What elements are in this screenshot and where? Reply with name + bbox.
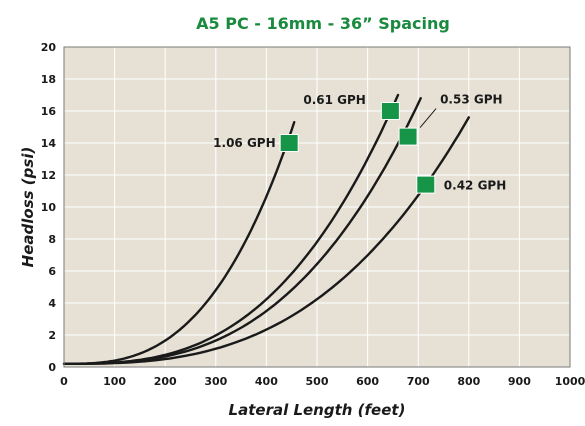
series-marker-2: [398, 127, 418, 146]
x-tick-label: 200: [154, 375, 177, 388]
series-marker-1: [380, 102, 400, 120]
x-axis-label: Lateral Length (feet): [229, 401, 406, 419]
x-tick-labels: 0 100 200 300 400 500 600 700 800 900 1000: [60, 375, 585, 388]
series-label-2: 0.53 GPH: [440, 93, 502, 107]
x-tick-label: 300: [204, 375, 227, 388]
x-tick-label: 700: [407, 375, 430, 388]
x-tick-label: 500: [306, 375, 329, 388]
x-tick-label: 900: [508, 375, 531, 388]
x-tick-label: 400: [255, 375, 278, 388]
series-label-0: 1.06 GPH: [213, 136, 275, 150]
y-tick-label: 4: [48, 297, 56, 310]
chart-title: A5 PC - 16mm - 36” Spacing: [196, 14, 450, 33]
x-tick-label: 600: [356, 375, 379, 388]
y-tick-label: 14: [41, 137, 57, 150]
y-tick-label: 8: [48, 233, 56, 246]
y-tick-labels: 0 2 4 6 8 10 12 14 16 18 20: [41, 41, 57, 374]
x-tick-label: 800: [457, 375, 480, 388]
y-tick-label: 12: [41, 169, 56, 182]
x-tick-label: 1000: [555, 375, 585, 388]
series-labels: 1.06 GPH 0.61 GPH 0.53 GPH 0.42 GPH: [213, 93, 506, 193]
x-tick-label: 100: [103, 375, 126, 388]
y-tick-label: 16: [41, 105, 57, 118]
y-tick-label: 18: [41, 73, 56, 86]
label-leader-line: [419, 108, 437, 128]
series-marker-0: [279, 134, 299, 152]
series-marker-3: [416, 175, 436, 194]
series-markers: [279, 102, 436, 194]
y-axis-label: Headloss (psi): [19, 147, 37, 268]
y-tick-label: 6: [48, 265, 56, 278]
series-label-1: 0.61 GPH: [303, 93, 365, 107]
y-tick-label: 20: [41, 41, 57, 54]
plot-border: [63, 46, 571, 368]
y-tick-label: 2: [48, 329, 56, 342]
series-label-3: 0.42 GPH: [444, 179, 506, 193]
series-lines: [62, 93, 470, 365]
x-tick-label: 0: [60, 375, 68, 388]
y-tick-label: 0: [48, 361, 56, 374]
y-tick-label: 10: [41, 201, 57, 214]
series-line-3: [62, 116, 470, 365]
